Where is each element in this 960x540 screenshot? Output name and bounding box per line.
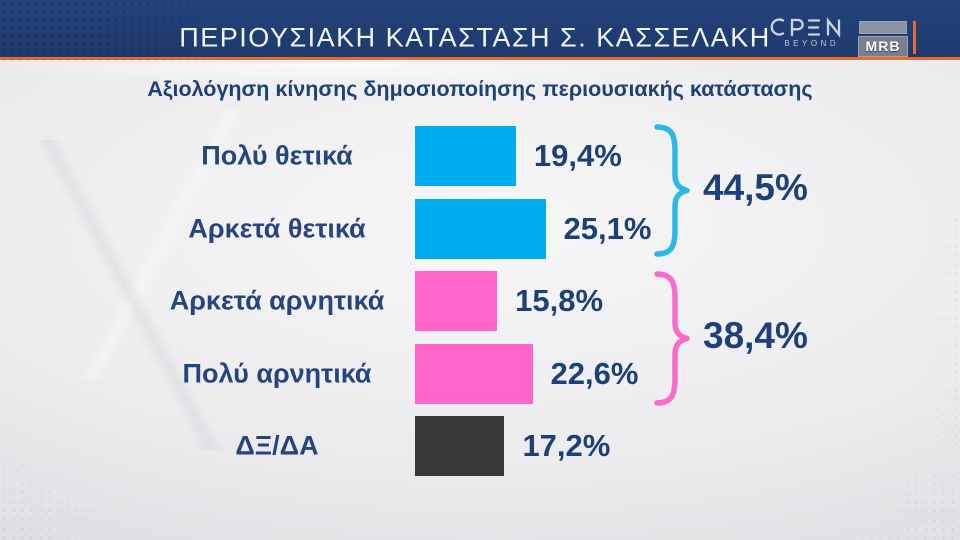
value-label: 15,8% <box>515 283 604 318</box>
chart-row: Πολύ αρνητικά 22,6% <box>0 343 960 404</box>
header-dot-texture <box>0 0 310 60</box>
category-label: Αρκετά αρνητικά <box>169 285 385 316</box>
bar-5 <box>415 416 505 476</box>
mrb-logo-top-bar <box>859 21 907 34</box>
header-bar: ΠΕΡΙΟΥΣΙΑΚΗ ΚΑΤΑΣΤΑΣΗ Σ. ΚΑΣΣΕΛΑΚΗ BEYON… <box>0 0 960 60</box>
open-logo-icon <box>770 17 841 38</box>
open-beyond-logo: BEYOND <box>766 17 854 48</box>
positive-group-total: 44,5% <box>703 167 808 208</box>
bar-4 <box>415 343 533 404</box>
category-label: Πολύ θετικά <box>201 140 353 171</box>
value-label: 17,2% <box>522 428 611 463</box>
category-label: ΔΞ/ΔΑ <box>235 430 319 461</box>
bar-1 <box>415 126 516 186</box>
value-label: 19,4% <box>533 138 622 173</box>
chart-row: ΔΞ/ΔΑ 17,2% <box>0 416 960 476</box>
open-logo-subtext: BEYOND <box>784 39 840 48</box>
mrb-logo: MRB <box>858 21 908 57</box>
negative-group-brace <box>654 271 690 406</box>
chart-row: Αρκετά θετικά 25,1% <box>0 198 960 259</box>
negative-group-total: 38,4% <box>703 315 808 356</box>
bar-2 <box>415 198 546 259</box>
value-label: 25,1% <box>563 210 652 246</box>
header-orange-divider <box>913 21 916 54</box>
category-label: Πολύ αρνητικά <box>182 358 372 388</box>
chart-subtitle: Αξιολόγηση κίνησης δημοσιοποίησης περιου… <box>147 77 813 101</box>
bar-3 <box>415 271 498 331</box>
value-label: 22,6% <box>550 355 639 391</box>
chart-row: Πολύ θετικά 19,4% <box>0 126 960 186</box>
mrb-logo-label: MRB <box>858 36 908 57</box>
category-label: Αρκετά θετικά <box>188 213 366 243</box>
positive-group-brace <box>654 124 690 257</box>
page-title: ΠΕΡΙΟΥΣΙΑΚΗ ΚΑΤΑΣΤΑΣΗ Σ. ΚΑΣΣΕΛΑΚΗ <box>179 22 771 53</box>
chart-row: Αρκετά αρνητικά 15,8% <box>0 271 960 331</box>
